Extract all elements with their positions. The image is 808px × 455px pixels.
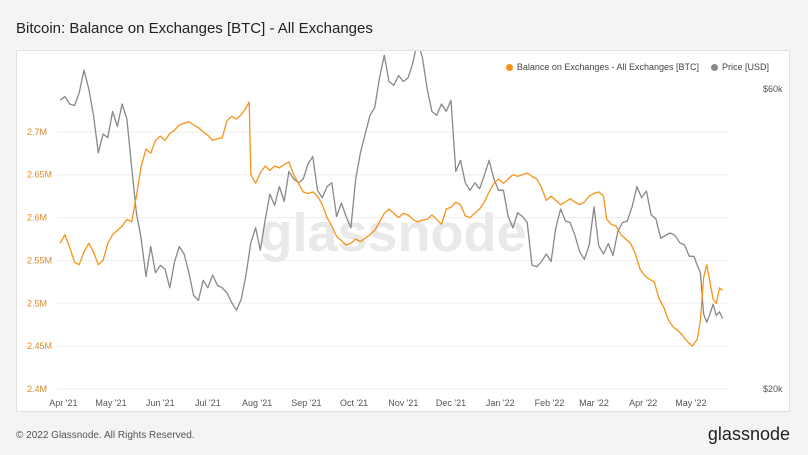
y-left-tick-label: 2.5M [27, 298, 47, 308]
x-tick-label: Mar '22 [579, 398, 609, 408]
y-left-tick-label: 2.45M [27, 341, 52, 351]
legend-item-price[interactable]: Price [USD] [710, 62, 769, 72]
legend-label-price: Price [USD] [721, 62, 769, 72]
x-tick-label: Apr '21 [49, 398, 77, 408]
x-tick-label: Oct '21 [340, 398, 368, 408]
legend-label-balance: Balance on Exchanges - All Exchanges [BT… [516, 62, 699, 72]
series-line-balance [59, 101, 724, 347]
legend-dot-price [710, 63, 718, 71]
x-tick-label: Apr '22 [629, 398, 657, 408]
series-line-price [59, 51, 724, 323]
x-tick-label: May '22 [675, 398, 706, 408]
y-left-tick-label: 2.6M [27, 213, 47, 223]
x-tick-label: Jan '22 [486, 398, 515, 408]
x-tick-label: Feb '22 [535, 398, 565, 408]
y-right-tick-label: $20k [763, 384, 783, 394]
legend-dot-balance [505, 63, 513, 71]
x-tick-label: May '21 [95, 398, 126, 408]
x-tick-label: Sep '21 [291, 398, 321, 408]
x-tick-label: Dec '21 [436, 398, 466, 408]
y-left-tick-label: 2.65M [27, 170, 52, 180]
x-tick-label: Jul '21 [195, 398, 221, 408]
y-left-tick-label: 2.7M [27, 127, 47, 137]
footer-copyright: © 2022 Glassnode. All Rights Reserved. [16, 430, 195, 441]
footer-logo: glassnode [707, 424, 790, 444]
chart-card: Balance on Exchanges - All Exchanges [BT… [16, 50, 790, 412]
chart-plot: 2.4M 2.45M 2.5M 2.55M 2.6M 2.65M 2.7M $20k $60k A… [27, 51, 783, 408]
x-tick-label: Jun '21 [146, 398, 175, 408]
y-left-tick-label: 2.55M [27, 255, 52, 265]
x-tick-label: Aug '21 [242, 398, 272, 408]
legend-item-balance[interactable]: Balance on Exchanges - All Exchanges [BT… [505, 62, 699, 72]
x-tick-label: Nov '21 [388, 398, 418, 408]
page-title: Bitcoin: Balance on Exchanges [BTC] - Al… [16, 20, 373, 37]
chart-legend: Balance on Exchanges - All Exchanges [BT… [505, 62, 769, 72]
y-right-tick-label: $60k [763, 84, 783, 94]
y-left-tick-label: 2.4M [27, 384, 47, 394]
